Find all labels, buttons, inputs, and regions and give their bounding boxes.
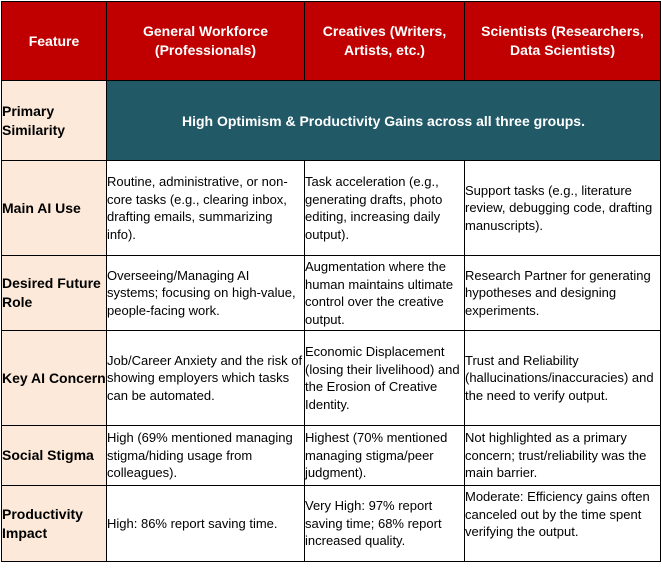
table-row: Key AI Concern Job/Career Anxiety and th… [1, 330, 661, 426]
header-row: Feature General Workforce (Professionals… [1, 1, 661, 81]
table-row: Social Stigma High (69% mentioned managi… [1, 425, 661, 486]
cell-general-productivity: High: 86% report saving time. [106, 485, 305, 562]
table-row: Main AI Use Routine, administrative, or … [1, 160, 661, 256]
cell-scientists-social-stigma: Not highlighted as a primary concern; tr… [464, 425, 661, 486]
cell-general-social-stigma: High (69% mentioned managing stigma/hidi… [106, 425, 305, 486]
table-row: Primary Similarity High Optimism & Produ… [1, 80, 661, 161]
cell-general-future-role: Overseeing/Managing AI systems; focusing… [106, 255, 305, 331]
cell-creatives-main-ai-use: Task acceleration (e.g., generating draf… [304, 160, 465, 256]
feature-primary-similarity: Primary Similarity [1, 80, 107, 161]
header-feature: Feature [1, 1, 107, 81]
cell-scientists-future-role: Research Partner for generating hypothes… [464, 255, 661, 331]
header-general-workforce: General Workforce (Professionals) [106, 1, 305, 81]
feature-desired-future-role: Desired Future Role [1, 255, 107, 331]
feature-key-ai-concern: Key AI Concern [1, 330, 107, 426]
feature-social-stigma: Social Stigma [1, 425, 107, 486]
table-row: Productivity Impact High: 86% report sav… [1, 485, 661, 562]
cell-scientists-main-ai-use: Support tasks (e.g., literature review, … [464, 160, 661, 256]
primary-similarity-banner: High Optimism & Productivity Gains acros… [106, 80, 661, 161]
feature-main-ai-use: Main AI Use [1, 160, 107, 256]
cell-scientists-productivity: Moderate: Efficiency gains often cancele… [464, 485, 661, 562]
cell-creatives-social-stigma: Highest (70% mentioned managing stigma/p… [304, 425, 465, 486]
cell-creatives-future-role: Augmentation where the human maintains u… [304, 255, 465, 331]
cell-general-key-concern: Job/Career Anxiety and the risk of showi… [106, 330, 305, 426]
cell-general-main-ai-use: Routine, administrative, or non-core tas… [106, 160, 305, 256]
cell-creatives-productivity: Very High: 97% report saving time; 68% r… [304, 485, 465, 562]
cell-creatives-key-concern: Economic Displacement (losing their live… [304, 330, 465, 426]
table-row: Desired Future Role Overseeing/Managing … [1, 255, 661, 331]
cell-scientists-key-concern: Trust and Reliability (hallucinations/in… [464, 330, 661, 426]
header-scientists: Scientists (Researchers, Data Scientists… [464, 1, 661, 81]
feature-productivity-impact: Productivity Impact [1, 485, 107, 562]
header-creatives: Creatives (Writers, Artists, etc.) [304, 1, 465, 81]
